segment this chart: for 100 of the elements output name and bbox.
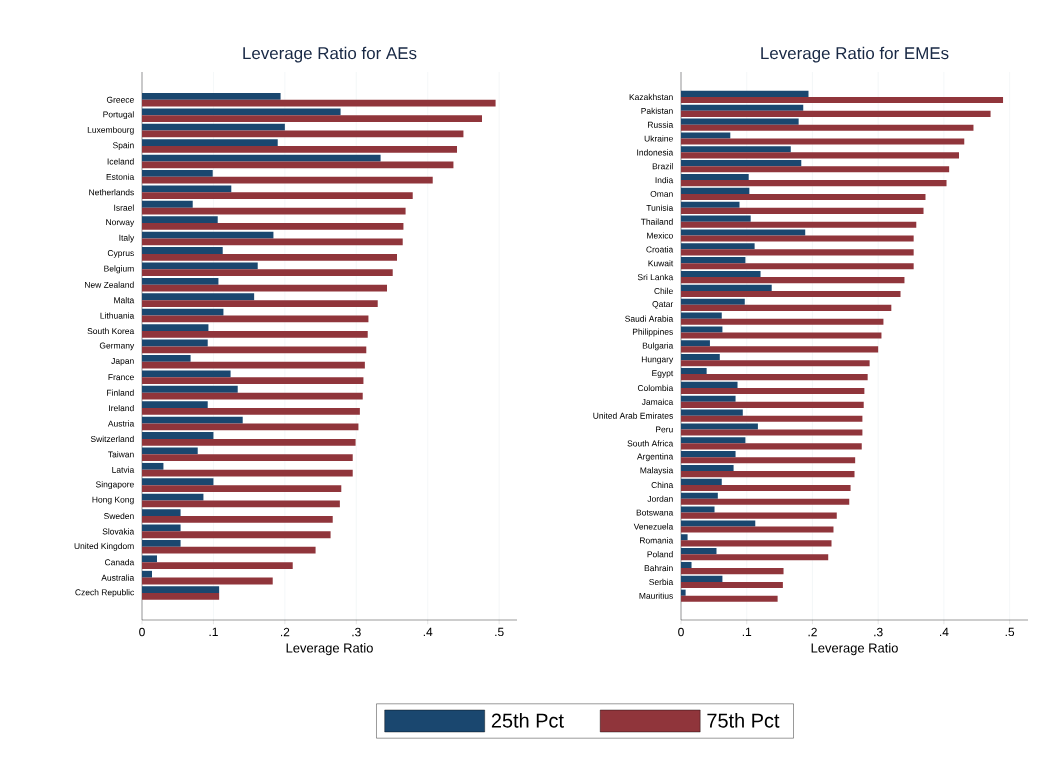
bar [681, 484, 851, 492]
bar [142, 540, 181, 547]
bar [681, 498, 850, 505]
y-tick-label: Colombia [637, 384, 674, 392]
bar [142, 438, 356, 446]
y-tick-label: Qatar [652, 301, 674, 309]
y-tick-label: South Korea [87, 327, 135, 335]
bar [681, 277, 905, 284]
bar [681, 409, 743, 416]
y-tick-label: United Arab Emirates [593, 412, 673, 419]
bar [681, 526, 834, 533]
y-tick-label: Israel [114, 204, 134, 211]
bar [681, 215, 751, 222]
x-tick-label: .2 [808, 627, 817, 637]
bar [681, 290, 901, 298]
y-tick-label: Philippines [632, 328, 673, 337]
bar [681, 478, 722, 485]
bar [681, 471, 855, 478]
x-axis-title: Leverage Ratio [286, 643, 373, 656]
bar [142, 370, 231, 378]
bar [681, 415, 863, 422]
bar [681, 173, 749, 181]
bar [142, 462, 164, 470]
y-tick-label: Mauritius [639, 592, 673, 599]
x-tick-label: .1 [209, 627, 218, 636]
bar [681, 124, 974, 131]
y-tick-label: Thailand [640, 218, 673, 225]
bar [142, 586, 220, 594]
y-tick-label: Croatia [646, 246, 674, 253]
bar [681, 332, 882, 339]
bar [142, 570, 152, 578]
y-tick-label: Hong Kong [92, 496, 134, 505]
bar [681, 437, 746, 444]
bar [681, 207, 924, 214]
y-tick-label: Latvia [112, 466, 135, 473]
bar [142, 123, 285, 131]
bar [142, 253, 397, 261]
y-tick-label: Malaysia [640, 467, 674, 475]
y-tick-label: Jamaica [641, 398, 674, 405]
bar [142, 223, 404, 230]
x-tick-label: .1 [742, 627, 752, 636]
y-tick-label: Pakistan [641, 107, 673, 114]
bar [681, 554, 829, 561]
y-tick-label: Tunisia [646, 204, 674, 211]
bar [142, 324, 209, 331]
bar [681, 506, 715, 513]
bar [142, 170, 213, 177]
bar [681, 589, 686, 596]
bar [681, 340, 710, 347]
bar [681, 235, 914, 242]
y-tick-label: South Africa [627, 440, 674, 447]
y-tick-label: New Zealand [85, 281, 134, 288]
bar [142, 478, 214, 486]
y-tick-label: Greece [106, 96, 134, 103]
bar [681, 270, 761, 278]
bar [142, 269, 393, 277]
y-tick-label: Cyprus [107, 250, 134, 258]
y-tick-label: Russia [648, 121, 674, 128]
chart-title: Leverage Ratio for AEs [243, 46, 417, 63]
y-tick-label: Argentina [637, 453, 674, 462]
bar [681, 367, 707, 375]
bar [142, 377, 364, 384]
bar [681, 146, 791, 153]
bar [142, 493, 204, 501]
bar [681, 457, 856, 464]
x-tick-label: 0 [678, 627, 684, 637]
x-axis-title: Leverage Ratio [811, 643, 898, 656]
y-tick-label: Sri Lanka [637, 273, 674, 281]
y-tick-label: Czech Republic [75, 589, 134, 597]
bar [681, 464, 734, 472]
bar [681, 221, 917, 228]
bar [142, 99, 496, 107]
bar [681, 354, 720, 361]
y-tick-label: Romania [640, 537, 674, 544]
y-tick-label: Egypt [652, 370, 674, 378]
y-tick-label: Kazakhstan [629, 93, 673, 101]
bar [681, 298, 745, 305]
y-tick-label: China [651, 481, 674, 489]
bar [681, 243, 755, 250]
text: 75th Pct [707, 713, 780, 728]
bar [142, 423, 359, 431]
bar [142, 200, 193, 208]
y-tick-label: Bulgaria [642, 342, 674, 351]
y-tick-label: Belgium [104, 265, 134, 274]
y-tick-label: France [108, 374, 134, 381]
bar [681, 104, 804, 111]
y-tick-label: Japan [111, 358, 134, 366]
y-tick-label: Kuwait [648, 260, 674, 267]
bar [681, 312, 722, 319]
y-tick-label: Sweden [104, 512, 134, 520]
bar [681, 201, 740, 208]
bar [142, 277, 219, 285]
bar [142, 92, 281, 100]
bar [142, 293, 255, 301]
bar [142, 145, 457, 153]
bar [681, 575, 723, 582]
bar [681, 540, 832, 547]
bar [142, 555, 157, 563]
bar [142, 216, 218, 224]
y-tick-label: Peru [656, 426, 673, 433]
